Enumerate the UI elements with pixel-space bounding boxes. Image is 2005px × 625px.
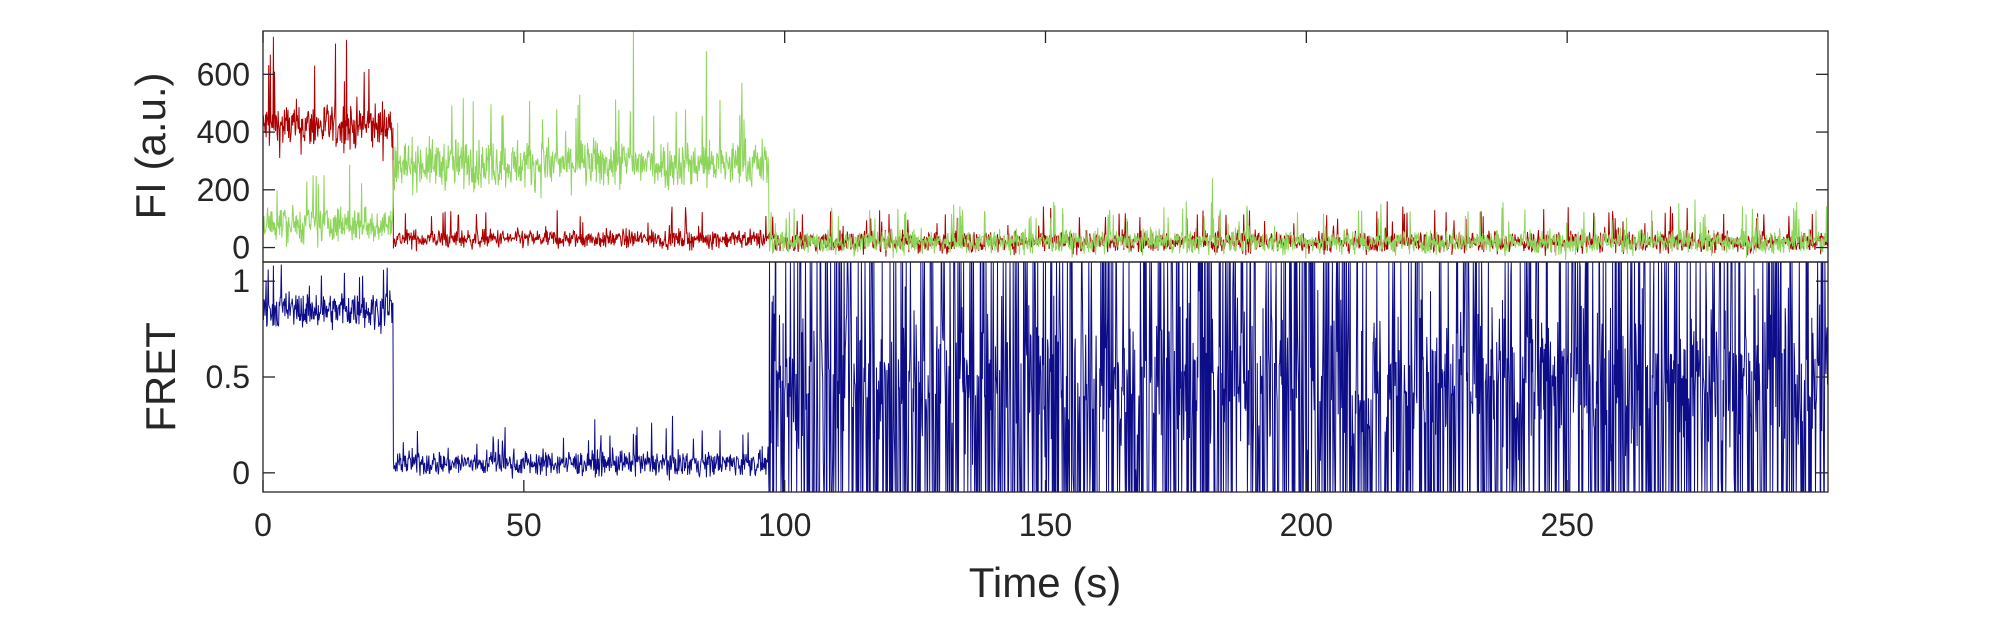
fret-panel: 00.51 0 50 100 150 200 250 FRET Time (s) <box>137 31 1829 606</box>
intensity-series-group <box>262 30 1828 261</box>
intensity-panel: 0 200 400 600 FI (a.u.) <box>127 30 1829 266</box>
time-x-ticks: 0 50 100 150 200 250 <box>254 31 1594 543</box>
y-tick-label: 0 <box>232 455 250 491</box>
y-tick-label: 600 <box>197 56 250 92</box>
x-tick-label: 250 <box>1540 507 1593 543</box>
fret-y-axis-label: FRET <box>137 322 184 432</box>
intensity-series-1 <box>262 30 1828 261</box>
y-tick-label: 400 <box>197 114 250 150</box>
x-tick-label: 150 <box>1019 507 1072 543</box>
y-tick-label: 200 <box>197 172 250 208</box>
x-tick-label: 0 <box>254 507 272 543</box>
x-tick-label: 200 <box>1280 507 1333 543</box>
fret-series-group <box>262 261 1828 493</box>
fret-y-ticks: 00.51 <box>206 263 1828 491</box>
time-x-axis-label: Time (s) <box>969 559 1121 606</box>
x-tick-label: 100 <box>758 507 811 543</box>
intensity-y-axis-label: FI (a.u.) <box>127 72 174 219</box>
y-tick-label: 0 <box>232 230 250 266</box>
x-tick-label: 50 <box>506 507 542 543</box>
fret-series-0 <box>262 261 1828 493</box>
intensity-series-0 <box>262 36 1828 257</box>
y-tick-label: 1 <box>232 263 250 299</box>
y-tick-label: 0.5 <box>206 359 250 395</box>
intensity-y-ticks: 0 200 400 600 <box>197 56 1828 266</box>
